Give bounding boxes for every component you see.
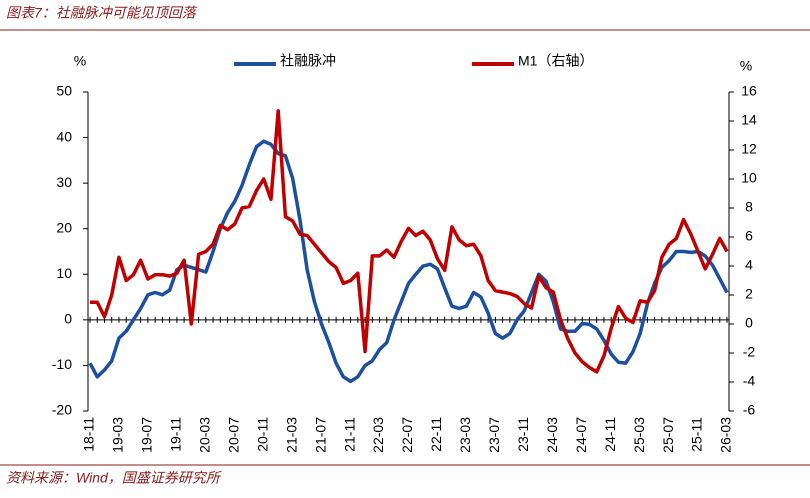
y2-tick-label: -6 — [743, 402, 756, 418]
x-tick-label: 21-11 — [341, 417, 357, 452]
y2-tick-label: 2 — [745, 286, 753, 302]
legend-label: M1（右轴） — [518, 53, 593, 69]
x-tick-label: 20-07 — [225, 417, 241, 453]
x-tick-label: 24-07 — [573, 417, 589, 453]
y2-tick-label: -2 — [743, 344, 756, 360]
source: 资料来源：Wind，国盛证券研究所 — [6, 470, 222, 486]
x-tick-label: 25-11 — [689, 417, 705, 452]
x-tick-label: 20-11 — [254, 417, 270, 452]
y-tick-label: 30 — [56, 174, 72, 190]
y2-tick-label: 0 — [745, 315, 753, 331]
y2-tick-label: 14 — [741, 112, 757, 128]
x-tick-label: 22-03 — [370, 417, 386, 453]
x-tick-label: 21-07 — [312, 417, 328, 453]
y2-tick-label: -4 — [743, 373, 756, 389]
x-tick-label: 20-03 — [197, 417, 213, 453]
y2-tick-label: 10 — [741, 170, 757, 186]
y2-tick-label: 16 — [741, 83, 757, 99]
y2-unit: % — [740, 58, 752, 74]
x-tick-label: 22-11 — [428, 417, 444, 452]
x-tick-label: 21-03 — [283, 417, 299, 453]
y-tick-label: 10 — [56, 265, 72, 281]
x-tick-label: 26-03 — [718, 417, 734, 453]
legend-label: 社融脉冲 — [280, 53, 336, 69]
chart-title: 图表7：社融脉冲可能见顶回落 — [6, 5, 198, 21]
x-tick-label: 19-11 — [168, 417, 184, 452]
x-tick-label: 18-11 — [81, 417, 97, 452]
y-tick-label: -10 — [52, 356, 72, 372]
y-tick-label: 40 — [56, 128, 72, 144]
y2-tick-label: 12 — [741, 141, 757, 157]
y-unit: % — [74, 53, 86, 69]
x-tick-label: 24-03 — [544, 417, 560, 453]
x-tick-label: 23-07 — [486, 417, 502, 453]
y-tick-label: 0 — [64, 311, 72, 327]
y-tick-label: 50 — [56, 83, 72, 99]
y-tick-label: -20 — [52, 402, 72, 418]
x-tick-label: 23-03 — [457, 417, 473, 453]
y2-tick-label: 4 — [745, 257, 753, 273]
x-tick-label: 25-03 — [631, 417, 647, 453]
x-tick-label: 23-11 — [515, 417, 531, 452]
x-tick-label: 25-07 — [660, 417, 676, 453]
x-tick-label: 19-07 — [139, 417, 155, 453]
y2-tick-label: 8 — [745, 199, 753, 215]
y2-tick-label: 6 — [745, 228, 753, 244]
y-tick-label: 20 — [56, 219, 72, 235]
x-tick-label: 24-11 — [602, 417, 618, 452]
x-tick-label: 22-07 — [399, 417, 415, 453]
series-line — [90, 109, 729, 374]
x-tick-label: 19-03 — [110, 417, 126, 453]
